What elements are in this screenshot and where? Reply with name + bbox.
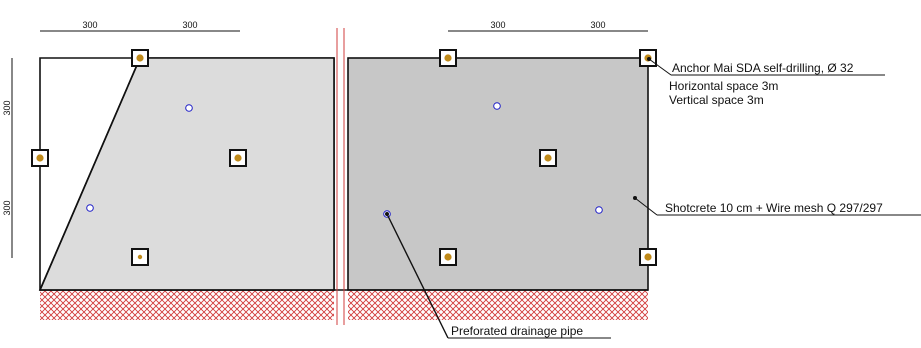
left-slope-line [39,57,141,291]
anchor-leader [647,57,885,76]
top-left-dimension: 300 300 [40,20,240,32]
anchor-icon [31,149,49,167]
anchor-icon [639,248,657,266]
drain-pipe-icon [86,204,94,212]
dim-label-top-right-1: 300 [490,20,505,30]
anchor-icon [131,49,149,67]
drainage-label: Preforated drainage pipe [451,324,583,338]
ground-hatch-right [348,290,648,320]
anchor-icon [131,248,149,266]
dim-label-left-1: 300 [2,100,12,115]
anchor-icon [539,149,557,167]
anchor-horizontal-space: Horizontal space 3m [669,79,778,93]
dim-label-left-2: 300 [2,200,12,215]
drain-pipe-icon [185,104,193,112]
shotcrete-leader [633,196,921,216]
drain-pipe-icon [493,102,501,110]
anchor-icon [229,149,247,167]
anchor-icon [439,49,457,67]
drainage-leader [385,212,611,339]
shotcrete-label: Shotcrete 10 cm + Wire mesh Q 297/297 [665,201,883,215]
left-side-dimension: 300 300 [2,58,13,258]
dim-label-top-left-2: 300 [182,20,197,30]
ground-hatch-left [40,290,334,320]
anchor-label: Anchor Mai SDA self-drilling, Ø 32 [672,61,854,75]
dim-label-top-right-2: 300 [590,20,605,30]
right-wall-panel [347,57,649,291]
anchor-symbols [31,49,657,266]
top-right-dimension: 300 300 [448,20,648,32]
anchor-vertical-space: Vertical space 3m [669,93,764,107]
anchor-icon [439,248,457,266]
drain-pipe-icon [595,206,603,214]
dim-label-top-left-1: 300 [82,20,97,30]
